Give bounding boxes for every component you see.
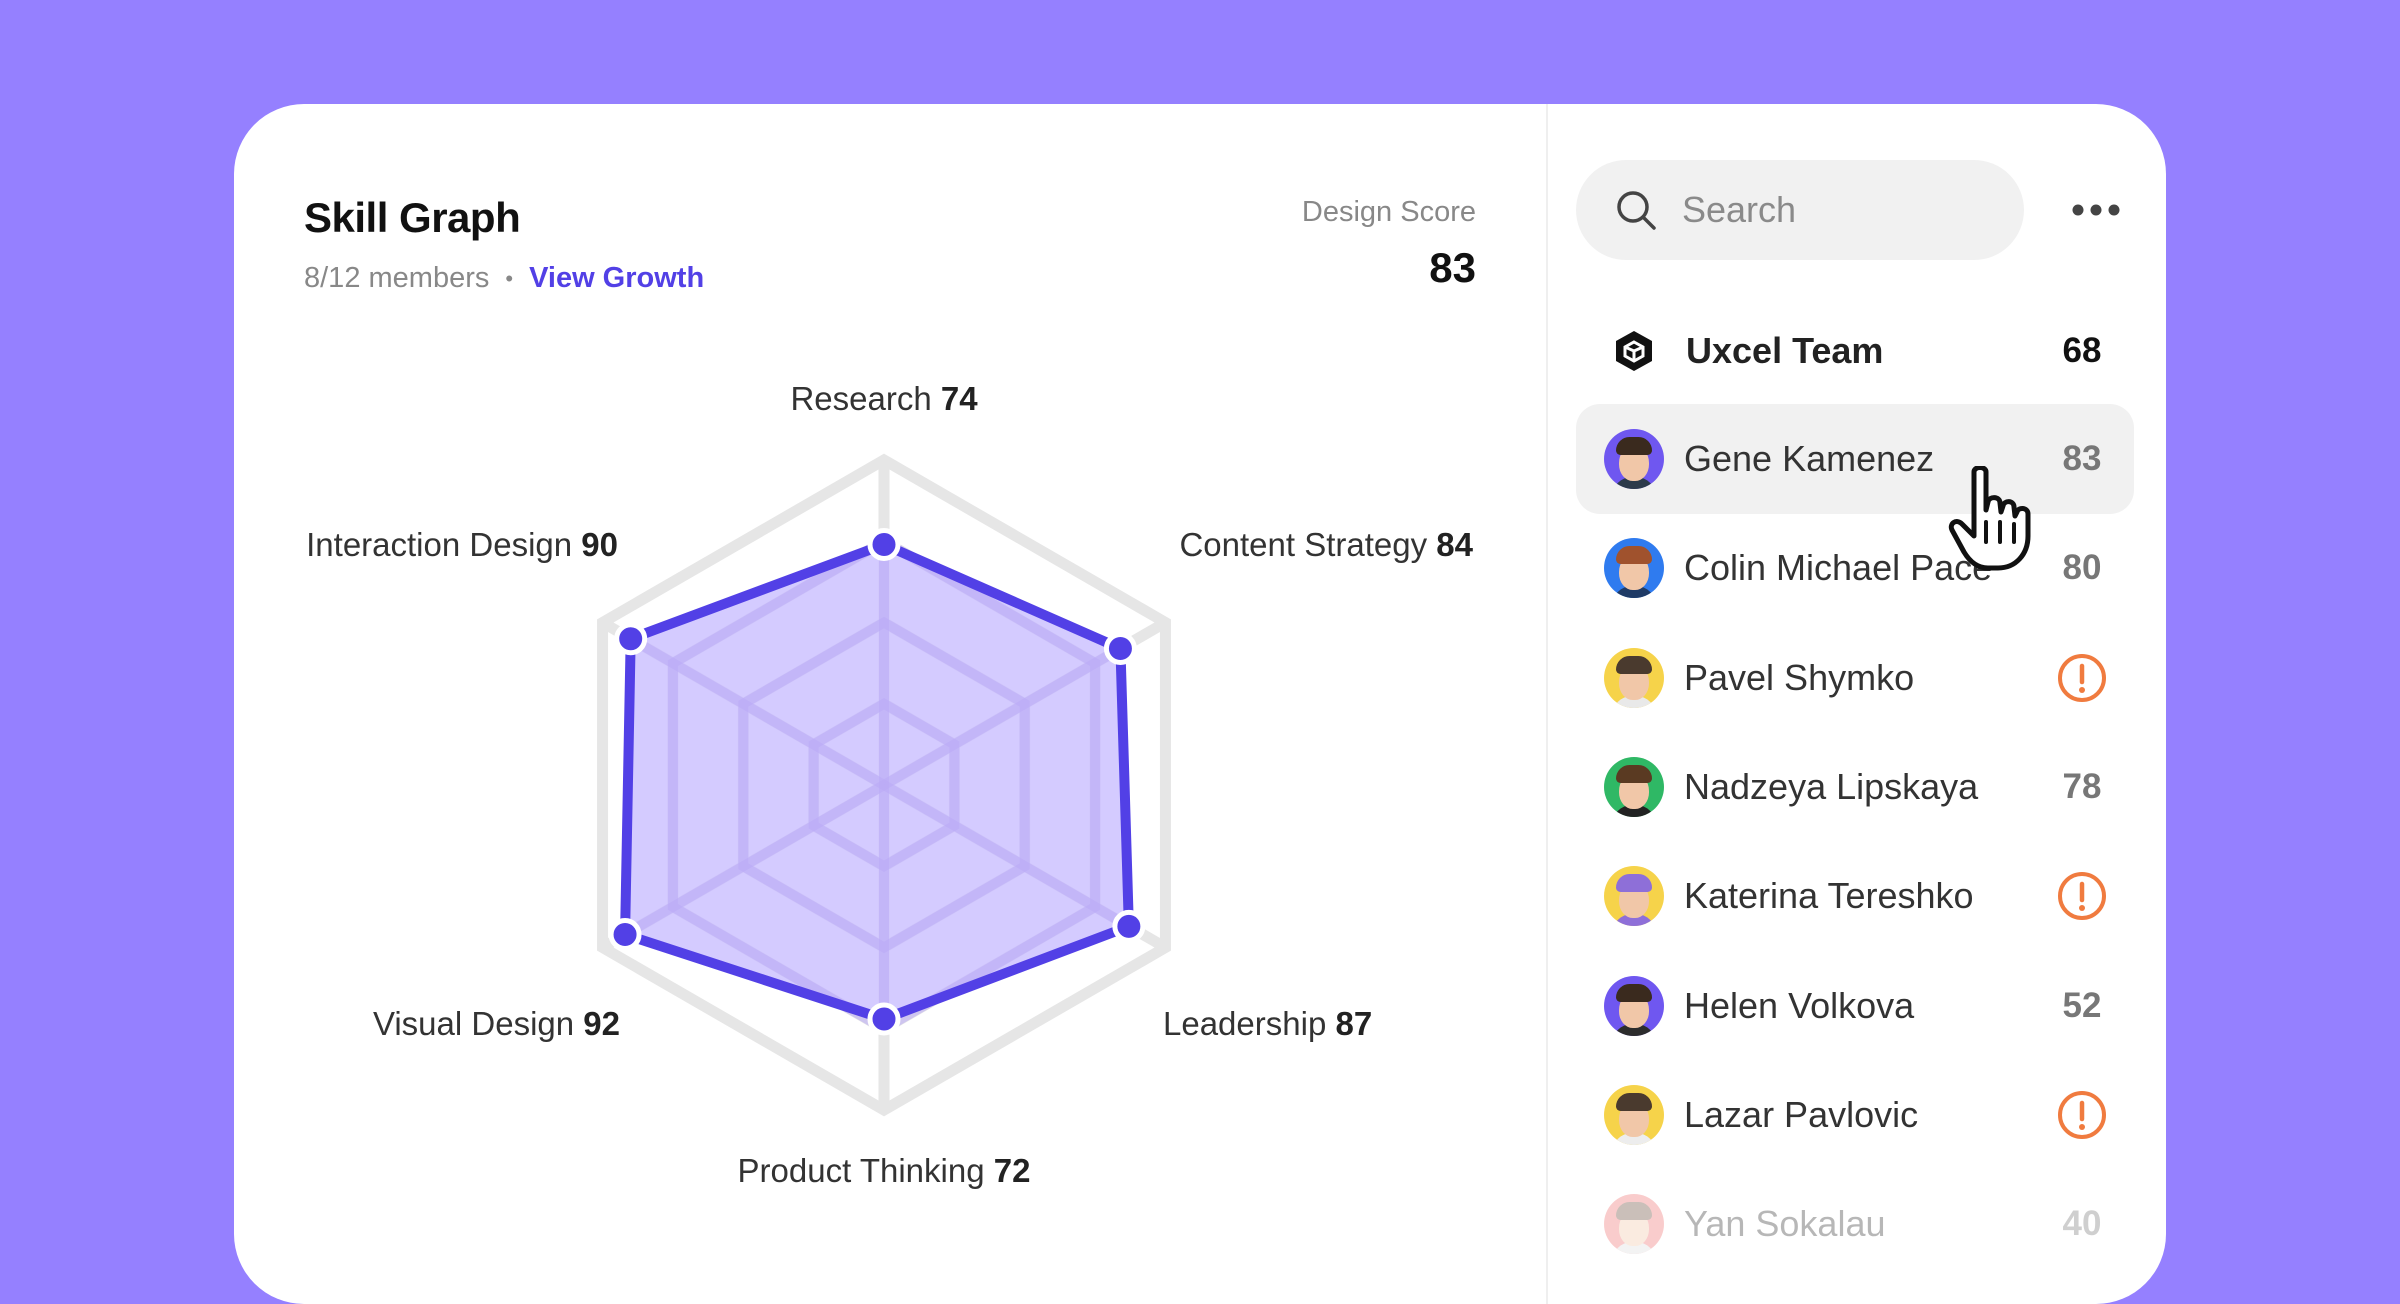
radar-label-content-strategy: Content Strategy 84 xyxy=(1179,526,1473,564)
radar-label-value: 84 xyxy=(1436,526,1473,563)
avatar xyxy=(1604,538,1664,599)
radar-label-product-thinking: Product Thinking 72 xyxy=(738,1152,1031,1190)
member-row[interactable]: Pavel Shymko xyxy=(1576,623,2134,733)
hand-cursor-icon xyxy=(1948,466,2031,571)
page-title: Skill Graph xyxy=(304,194,521,241)
member-score: 40 xyxy=(2062,1204,2102,1244)
card-content: Skill Graph 8/12 members • View Growth D… xyxy=(234,104,2166,1304)
view-growth-link[interactable]: View Growth xyxy=(529,262,705,294)
member-score: 78 xyxy=(2062,766,2102,806)
avatar xyxy=(1604,975,1664,1036)
avatar xyxy=(1604,1194,1664,1255)
avatar xyxy=(1604,647,1664,708)
radar-label-visual-design: Visual Design 92 xyxy=(373,1005,620,1043)
member-row[interactable]: Lazar Pavlovic xyxy=(1576,1060,2134,1170)
radar-label-text: Visual Design xyxy=(372,1005,584,1042)
design-score-label: Design Score xyxy=(1301,196,1476,228)
panel-divider xyxy=(1546,104,1548,1304)
member-row[interactable]: Colin Michael Pace 80 xyxy=(1576,513,2134,623)
radar-label-text: Leadership xyxy=(1163,1005,1336,1042)
avatar xyxy=(1604,429,1664,489)
member-score: 80 xyxy=(2062,548,2102,588)
member-name: Katerina Tereshko xyxy=(1684,875,1974,917)
radar-label-value: 90 xyxy=(581,526,618,563)
team-row[interactable]: Uxcel Team 68 xyxy=(1576,296,2134,406)
more-dots-icon[interactable] xyxy=(2070,192,2122,228)
team-score: 68 xyxy=(2062,331,2102,370)
member-score: 52 xyxy=(2062,985,2102,1025)
alert-icon[interactable] xyxy=(2056,1089,2108,1141)
skill-graph-card xyxy=(234,104,2166,1304)
alert-icon[interactable] xyxy=(2056,652,2108,704)
members-count: 8/12 members xyxy=(304,262,490,294)
member-name: Pavel Shymko xyxy=(1684,656,1915,698)
avatar xyxy=(1604,1084,1664,1145)
member-row[interactable]: Nadzeya Lipskaya 78 xyxy=(1576,732,2134,842)
members-summary: 8/12 members • View Growth xyxy=(304,262,704,295)
member-row[interactable]: Helen Volkova 52 xyxy=(1576,951,2134,1061)
member-row[interactable]: Gene Kamenez 83 xyxy=(1576,404,2134,514)
member-row[interactable]: Yan Sokalau 40 xyxy=(1576,1169,2134,1279)
member-name: Gene Kamenez xyxy=(1684,438,1935,479)
radar-label-text: Content Strategy xyxy=(1179,526,1437,563)
radar-label-value: 92 xyxy=(583,1005,620,1042)
member-name: Yan Sokalau xyxy=(1684,1203,1886,1245)
search-bar[interactable] xyxy=(1576,160,2024,260)
radar-label-leadership: Leadership 87 xyxy=(1163,1005,1372,1043)
radar-label-text: Product Thinking xyxy=(737,1152,994,1189)
radar-label-text: Research xyxy=(790,380,941,417)
search-input[interactable] xyxy=(1680,188,1984,232)
alert-icon[interactable] xyxy=(2056,870,2108,922)
radar-label-text: Interaction Design xyxy=(306,526,582,563)
radar-label-research: Research 74 xyxy=(790,380,977,418)
member-row[interactable]: Katerina Tereshko xyxy=(1576,841,2134,951)
skill-graph-panel: Skill Graph 8/12 members • View Growth D… xyxy=(234,104,1546,1304)
radar-label-value: 72 xyxy=(993,1152,1031,1189)
uxcel-logo-icon xyxy=(1616,331,1652,371)
radar-label-interaction-design: Interaction Design 90 xyxy=(306,526,618,564)
design-score-value: 83 xyxy=(1429,244,1476,291)
team-name: Uxcel Team xyxy=(1686,330,1884,371)
avatar xyxy=(1604,866,1664,927)
member-name: Colin Michael Pace xyxy=(1684,547,1993,589)
search-icon xyxy=(1617,191,1656,230)
member-name: Lazar Pavlovic xyxy=(1684,1093,1919,1135)
radar-label-value: 74 xyxy=(940,380,978,417)
member-score: 83 xyxy=(2062,439,2102,478)
member-name: Nadzeya Lipskaya xyxy=(1684,765,1979,807)
member-name: Helen Volkova xyxy=(1684,984,1915,1026)
avatar xyxy=(1604,756,1664,817)
radar-label-value: 87 xyxy=(1335,1005,1373,1042)
separator-dot: • xyxy=(505,265,514,291)
